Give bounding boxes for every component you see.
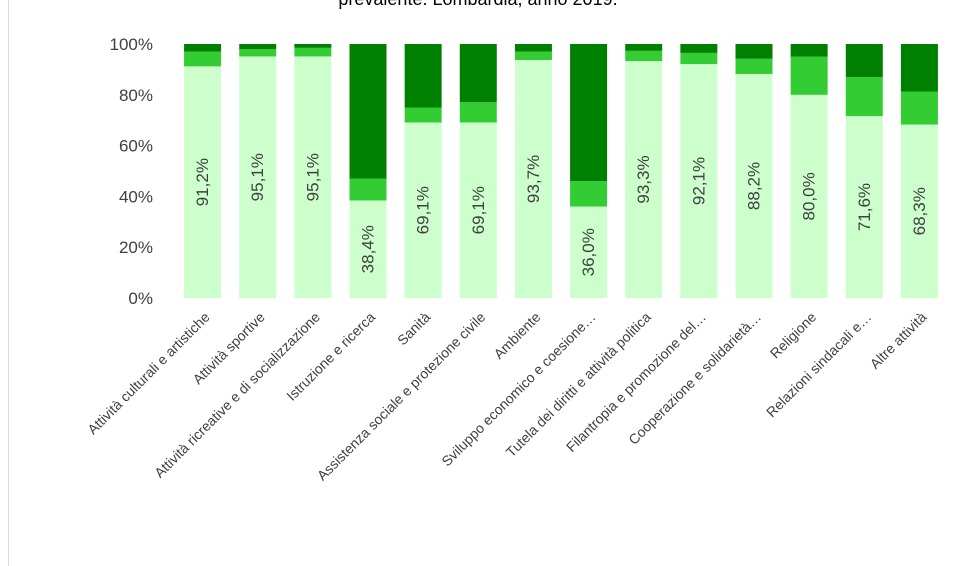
y-tick-label: 60% bbox=[119, 137, 153, 156]
bar-segment bbox=[625, 61, 663, 298]
bar-segment bbox=[680, 64, 718, 298]
bar-segment bbox=[404, 44, 442, 108]
bar-segment bbox=[349, 178, 387, 201]
data-label: 80,0% bbox=[800, 172, 819, 220]
bar-segment bbox=[845, 77, 883, 117]
y-tick-label: 100% bbox=[110, 35, 153, 54]
bar-segment bbox=[514, 44, 552, 52]
chart-title: prevalente. Lombardia, anno 2019. bbox=[0, 0, 956, 10]
data-label: 68,3% bbox=[910, 187, 929, 235]
bar-segment bbox=[294, 56, 332, 298]
y-tick-label: 40% bbox=[119, 187, 153, 206]
data-label: 36,0% bbox=[579, 228, 598, 276]
bar-segment bbox=[294, 47, 332, 57]
bar-segment bbox=[845, 44, 883, 78]
bar-segment bbox=[790, 56, 828, 95]
bar-segment bbox=[349, 44, 387, 179]
bar-segment bbox=[900, 124, 938, 298]
bar-segment bbox=[790, 94, 828, 298]
bar-segment bbox=[680, 52, 718, 65]
x-category-label: Religione bbox=[767, 309, 820, 362]
y-tick-label: 0% bbox=[128, 289, 153, 308]
bar-segment bbox=[294, 44, 332, 48]
data-label: 93,7% bbox=[524, 155, 543, 203]
bar-segment bbox=[404, 107, 442, 123]
bar-segment bbox=[570, 181, 608, 207]
data-label: 95,1% bbox=[303, 153, 322, 201]
bar-segment bbox=[735, 58, 773, 74]
chart-frame bbox=[8, 0, 955, 566]
bar-segment bbox=[184, 44, 222, 52]
data-label: 92,1% bbox=[689, 157, 708, 205]
data-label: 95,1% bbox=[248, 153, 267, 201]
data-label: 69,1% bbox=[414, 186, 433, 234]
data-label: 88,2% bbox=[745, 162, 764, 210]
bar-segment bbox=[845, 116, 883, 298]
bar-segment bbox=[790, 44, 828, 57]
bar-segment bbox=[459, 44, 497, 103]
bar-segment bbox=[900, 91, 938, 125]
data-label: 71,6% bbox=[855, 183, 874, 231]
x-category-label: Relazioni sindacali e… bbox=[763, 309, 874, 420]
bar-segment bbox=[680, 44, 718, 53]
bar-segment bbox=[184, 51, 222, 67]
bar-segment bbox=[349, 200, 387, 298]
bar-segment bbox=[514, 51, 552, 61]
bar-segment bbox=[625, 50, 663, 62]
bar-segment bbox=[239, 44, 277, 50]
x-category-label: Sanità bbox=[394, 309, 434, 349]
bar-segment bbox=[404, 122, 442, 299]
bars: 91,2% 95,1% 95,1% 38,4% 69,1% 69,1% 93,7% 36,0%… bbox=[184, 44, 938, 299]
bar-segment bbox=[735, 73, 773, 298]
data-label: 93,3% bbox=[634, 155, 653, 203]
y-tick-label: 20% bbox=[119, 238, 153, 257]
y-axis: 0% 20% 40% 60% 80% 100% bbox=[110, 35, 153, 308]
bar-segment bbox=[625, 44, 663, 51]
bar-segment bbox=[239, 56, 277, 298]
bar-segment bbox=[184, 66, 222, 299]
x-category-label: Altre attività bbox=[867, 309, 930, 372]
bar-segment bbox=[459, 122, 497, 299]
data-label: 38,4% bbox=[359, 225, 378, 273]
x-category-label: Ambiente bbox=[490, 309, 543, 362]
bar-segment bbox=[570, 44, 608, 182]
bar-segment bbox=[239, 49, 277, 57]
x-axis: Attività culturali e artisticheAttività … bbox=[84, 309, 930, 484]
bar-segment bbox=[735, 44, 773, 59]
data-label: 91,2% bbox=[193, 158, 212, 206]
y-tick-label: 80% bbox=[119, 86, 153, 105]
bar-segment bbox=[514, 60, 552, 298]
data-label: 69,1% bbox=[469, 186, 488, 234]
bar-segment bbox=[570, 206, 608, 298]
bar-segment bbox=[459, 102, 497, 123]
bar-segment bbox=[900, 44, 938, 92]
